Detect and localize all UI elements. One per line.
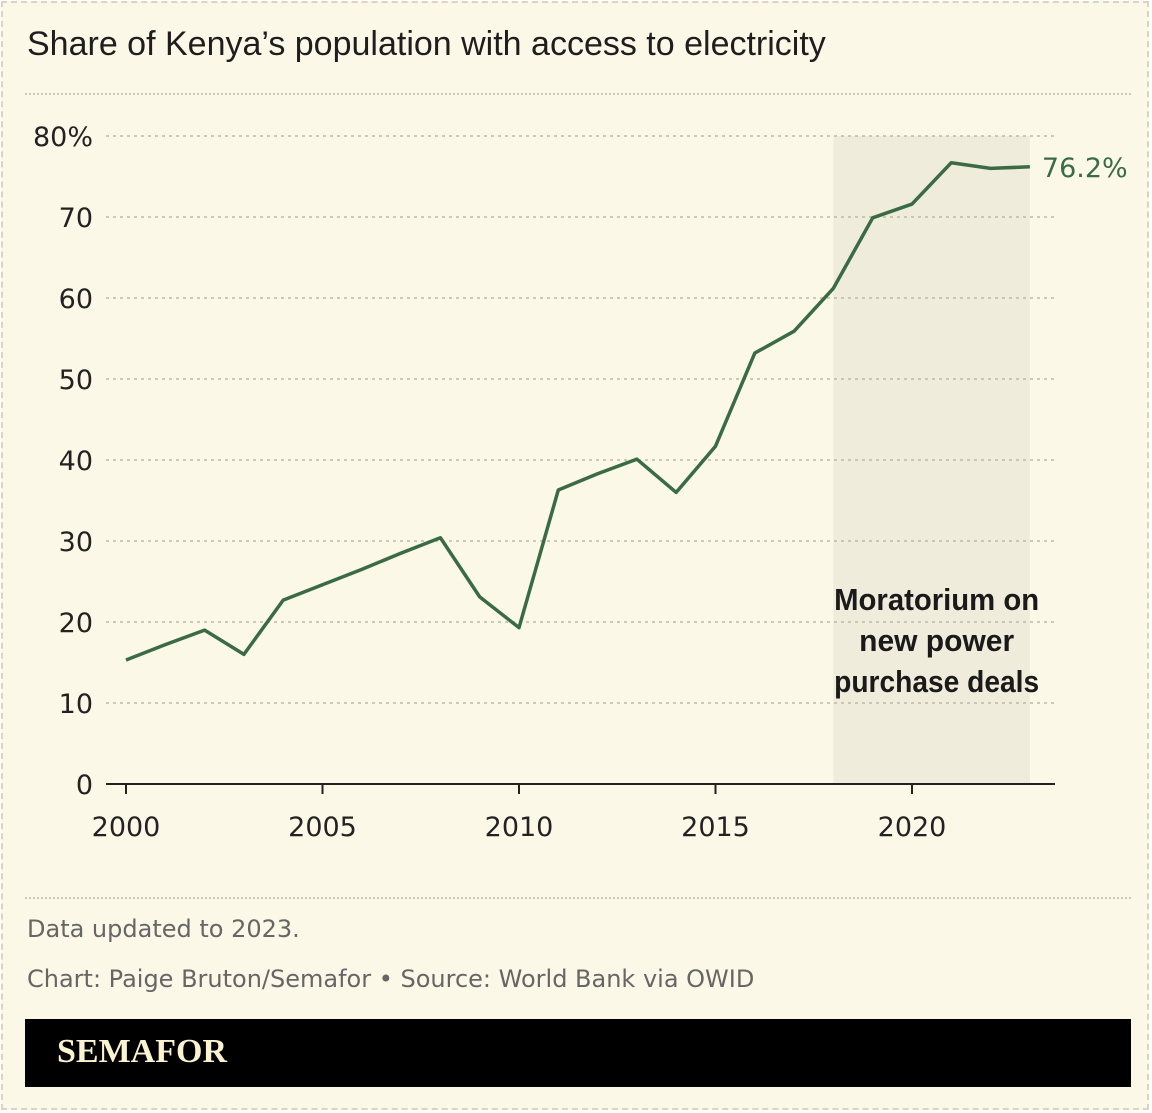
brand-bar: SEMAFOR (25, 1019, 1131, 1087)
data-note: Data updated to 2023. (27, 915, 300, 943)
x-tick-label: 2015 (681, 812, 750, 843)
series-line (125, 160, 1030, 662)
x-tick-label: 2005 (288, 812, 357, 843)
y-tick-label: 40 (59, 446, 93, 477)
y-tick-label: 50 (59, 365, 93, 396)
shaded-region-label: Moratorium on (834, 582, 1039, 617)
x-tick-label: 2020 (878, 812, 947, 843)
shaded-region-label: purchase deals (834, 664, 1039, 699)
y-tick-label: 10 (59, 689, 93, 720)
y-tick-label: 0 (76, 770, 93, 801)
y-tick-label: 60 (59, 284, 93, 315)
y-tick-label: 20 (59, 608, 93, 639)
y-tick-label: 70 (59, 203, 93, 234)
divider (25, 93, 1131, 95)
source-credit: Chart: Paige Bruton/Semafor • Source: Wo… (27, 965, 755, 993)
shaded-region-label: new power (859, 623, 1014, 658)
chart-title: Share of Kenya’s population with access … (27, 25, 826, 63)
x-tick-label: 2000 (92, 812, 161, 843)
divider (25, 897, 1131, 899)
x-tick-label: 2010 (485, 812, 554, 843)
y-tick-label: 80% (33, 122, 93, 153)
semafor-logo: SEMAFOR (57, 1033, 227, 1070)
y-tick-label: 30 (59, 527, 93, 558)
end-value-label: 76.2% (1042, 153, 1128, 184)
line-chart: 0 10 20 30 40 50 60 70 80% 2000 2005 2010 2015 2020 Mo… (33, 122, 1128, 843)
